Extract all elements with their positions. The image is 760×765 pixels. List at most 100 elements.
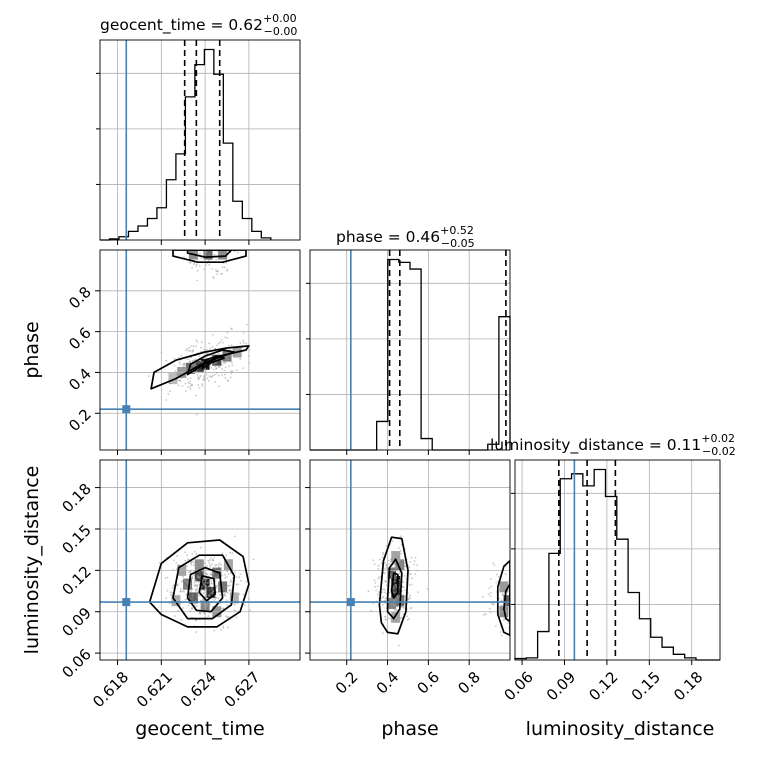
- scatter-point: [399, 549, 402, 552]
- scatter-point: [200, 257, 203, 260]
- scatter-point: [208, 585, 210, 588]
- scatter-point: [388, 562, 391, 565]
- scatter-point: [192, 365, 195, 368]
- scatter-point: [179, 363, 182, 365]
- scatter-point: [201, 385, 204, 387]
- scatter-point: [185, 565, 188, 568]
- scatter-point: [184, 551, 187, 554]
- scatter-point: [202, 603, 205, 606]
- scatter-point: [215, 367, 218, 369]
- scatter-point: [237, 251, 239, 254]
- scatter-point: [210, 563, 213, 565]
- scatter-point: [189, 584, 192, 587]
- scatter-point: [195, 263, 198, 266]
- scatter-point: [220, 567, 223, 570]
- scatter-point: [207, 559, 210, 562]
- scatter-point: [188, 261, 191, 264]
- scatter-point: [193, 257, 196, 260]
- scatter-point: [235, 369, 238, 372]
- scatter-point: [409, 561, 412, 563]
- scatter-point: [216, 609, 218, 612]
- scatter-point: [223, 266, 226, 269]
- density-cell: [391, 551, 401, 563]
- scatter-point: [494, 624, 497, 627]
- scatter-point: [208, 594, 211, 597]
- scatter-point: [169, 390, 171, 393]
- scatter-point: [176, 372, 178, 375]
- scatter-point: [207, 615, 210, 618]
- scatter-point: [206, 352, 209, 355]
- scatter-point: [206, 604, 209, 606]
- scatter-point: [502, 616, 505, 619]
- scatter-point: [200, 564, 203, 567]
- scatter-point: [214, 576, 217, 578]
- scatter-point: [231, 364, 234, 367]
- scatter-point: [205, 605, 208, 608]
- scatter-point: [188, 571, 190, 574]
- scatter-point: [501, 606, 504, 609]
- scatter-point: [195, 562, 197, 565]
- scatter-point: [202, 578, 205, 581]
- scatter-point: [408, 566, 411, 569]
- scatter-point: [495, 581, 498, 584]
- scatter-point: [223, 566, 226, 569]
- scatter-point: [490, 585, 493, 588]
- scatter-point: [212, 613, 215, 616]
- scatter-point: [177, 596, 180, 599]
- scatter-point: [208, 375, 211, 377]
- scatter-point: [220, 236, 222, 238]
- scatter-point: [390, 597, 393, 599]
- scatter-point: [181, 590, 184, 592]
- tick-label-x: 0.618: [89, 668, 132, 711]
- scatter-point: [401, 616, 403, 619]
- scatter-point: [158, 562, 161, 565]
- scatter-point: [220, 571, 223, 574]
- scatter-point: [220, 245, 222, 247]
- scatter-point: [186, 362, 189, 364]
- scatter-point: [374, 581, 377, 584]
- scatter-point: [221, 363, 223, 366]
- scatter-point: [387, 559, 390, 562]
- scatter-point: [487, 593, 490, 596]
- scatter-point: [196, 279, 199, 282]
- scatter-point: [229, 581, 232, 584]
- scatter-point: [210, 366, 213, 369]
- scatter-point: [184, 559, 187, 562]
- scatter-point: [207, 379, 210, 382]
- scatter-point: [239, 353, 242, 356]
- scatter-point: [380, 562, 383, 565]
- scatter-point: [191, 383, 193, 386]
- scatter-point: [165, 597, 167, 600]
- scatter-point: [245, 342, 248, 345]
- scatter-point: [213, 277, 215, 280]
- scatter-point: [185, 349, 188, 352]
- panel-frame-geocent_time_vs_luminosity_distance: [99, 459, 301, 661]
- scatter-point: [498, 606, 501, 608]
- scatter-point: [210, 597, 213, 600]
- scatter-point: [511, 606, 513, 608]
- scatter-point: [199, 546, 202, 549]
- scatter-point: [179, 380, 182, 382]
- scatter-point: [221, 581, 224, 584]
- scatter-point: [166, 589, 169, 592]
- scatter-point: [397, 557, 399, 559]
- histogram-luminosity_distance: [514, 468, 720, 661]
- scatter-point: [529, 617, 531, 619]
- scatter-point: [218, 588, 220, 591]
- scatter-point: [237, 583, 240, 586]
- x-axis-label-luminosity_distance: luminosity_distance: [526, 718, 715, 740]
- scatter-point: [377, 567, 380, 570]
- scatter-point: [180, 370, 182, 373]
- scatter-point: [197, 378, 200, 380]
- scatter-point: [395, 609, 398, 612]
- scatter-point: [205, 572, 208, 575]
- scatter-point: [177, 609, 179, 612]
- scatter-point: [191, 553, 194, 555]
- scatter-point: [194, 604, 196, 606]
- scatter-point: [197, 376, 199, 379]
- scatter-point: [484, 613, 487, 616]
- scatter-point: [229, 376, 232, 379]
- density-cell: [212, 567, 222, 579]
- scatter-point: [378, 558, 381, 561]
- tick-label-x: 0.12: [585, 668, 621, 704]
